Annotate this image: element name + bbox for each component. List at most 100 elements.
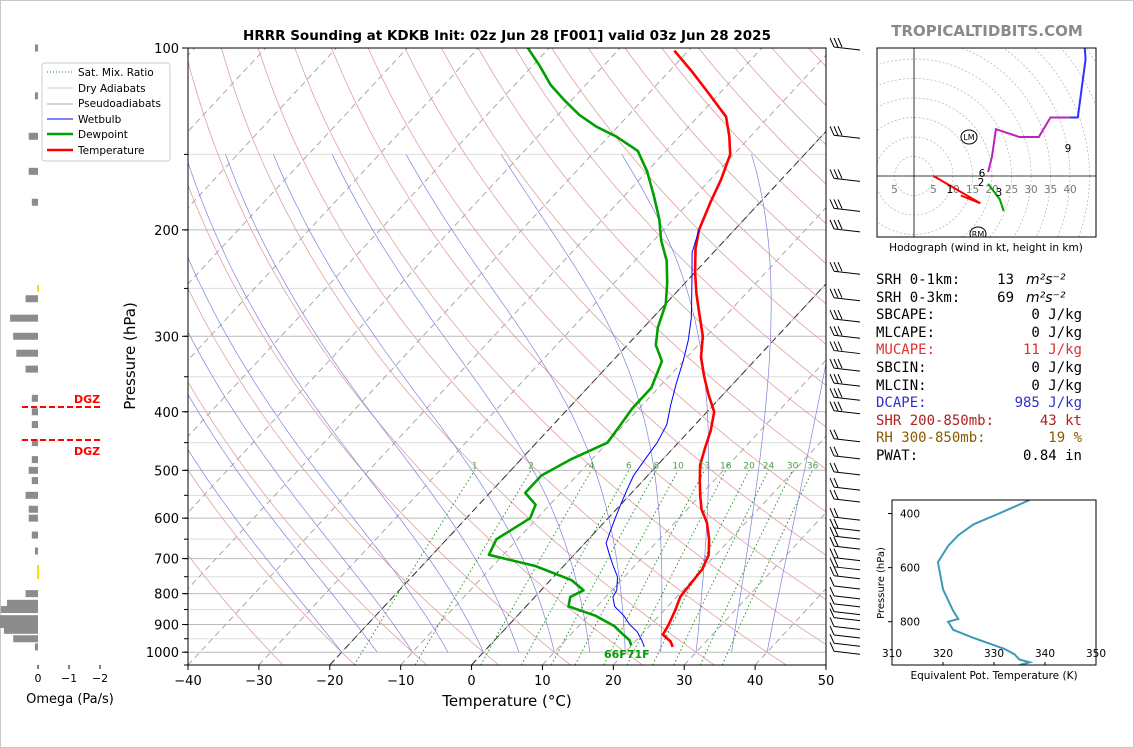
height-label: 3 [996, 187, 1003, 199]
barb-flag [829, 641, 835, 652]
profile-temperature [661, 49, 732, 648]
theta-e-line [936, 500, 1034, 665]
theta-e-ylabel: Pressure (hPa) [876, 547, 887, 619]
hodograph-ring-label: 10 [946, 184, 959, 196]
hodograph-segment [987, 183, 1005, 212]
omega-bar [31, 439, 38, 447]
index-label: SBCIN: [876, 359, 927, 376]
hodograph-frame [876, 47, 1097, 238]
wind-barb [829, 326, 861, 339]
mixing-ratio-label: 2 [528, 461, 534, 471]
wind-barb [829, 261, 861, 275]
moist-adiabat [188, 331, 413, 653]
moist-adiabat [331, 154, 591, 653]
moist-adiabat [188, 449, 342, 653]
omega-bar [25, 365, 38, 373]
index-label: PWAT: [876, 447, 919, 464]
barb-flag [833, 219, 839, 230]
barb-staff [833, 634, 861, 639]
mixing-ratio-line [353, 470, 476, 665]
legend-dry-adiabats: Dry Adiabats [78, 83, 146, 95]
index-row: SHR 200-850mb: 43 kt [876, 413, 1096, 431]
barb-flag [833, 507, 839, 518]
y-tick-label: 200 [154, 224, 179, 239]
hodograph-ring-label: 30 [1024, 184, 1037, 196]
storm-motion-marker [969, 226, 987, 237]
hodograph-ring-label: 15 [966, 184, 979, 196]
y-axis-label: Pressure (hPa) [121, 302, 139, 410]
barb-flag [833, 169, 839, 179]
wind-barb [829, 401, 861, 415]
dry-adiabat [221, 48, 715, 665]
barb-flag [837, 341, 843, 351]
barb-staff [833, 566, 861, 571]
barb-staff [833, 498, 861, 503]
hodograph-ring-label: 35 [1044, 184, 1057, 196]
omega-bar [34, 643, 38, 651]
y-tick-label: 900 [154, 619, 179, 634]
isotherm [258, 54, 826, 665]
mixing-ratio-line [673, 470, 769, 665]
barb-flag [833, 288, 839, 298]
y-tick-label: 700 [154, 553, 179, 568]
dry-adiabat [331, 48, 826, 600]
index-row: SRH 0-3km: 69 m²s⁻² [876, 290, 1096, 308]
barb-flag [829, 634, 835, 644]
barb-staff [833, 575, 861, 580]
theta-y-tick-label: 800 [900, 617, 920, 629]
barb-staff [833, 595, 861, 600]
dgz-label-top: DGZ [74, 393, 100, 406]
barb-flag [833, 199, 839, 209]
hodograph-ring-label: 5 [891, 184, 898, 196]
dry-adiabat [551, 48, 826, 345]
mixing-ratio-label: 16 [720, 461, 732, 471]
theta-e-axes: 310 320 330 340 350 400 600 800 [882, 509, 1106, 665]
barb-staff [833, 410, 861, 415]
dry-adiabat [188, 469, 356, 665]
barb-flag [829, 576, 835, 587]
index-value: 19 % [1048, 430, 1082, 447]
barb-flag [829, 373, 835, 384]
hodograph-segment [1070, 48, 1087, 119]
moist-adiabat [188, 256, 449, 653]
x-tick-label: −20 [316, 674, 343, 689]
barb-flag [829, 536, 835, 547]
barb-flag [829, 608, 835, 618]
isotherm [188, 48, 337, 209]
index-row: RH 300-850mb: 19 % [876, 430, 1096, 448]
wind-barb [829, 625, 861, 639]
y-tick-label: 100 [154, 42, 179, 57]
barb-staff [833, 471, 861, 476]
barb-staff [833, 545, 861, 550]
barb-flag [829, 586, 835, 597]
moist-adiabat [766, 361, 826, 653]
barb-staff [833, 642, 861, 647]
wind-barb [829, 477, 861, 491]
wind-barb [829, 37, 861, 51]
omega-bar [0, 606, 39, 614]
mixing-ratio-label: 8 [653, 461, 659, 471]
barb-flag [829, 518, 835, 529]
omega-marker [37, 285, 39, 292]
wind-barb [829, 548, 861, 562]
skewt-background-lines [188, 48, 826, 665]
omega-bar [13, 635, 38, 643]
theta-y-tick-label: 400 [900, 509, 920, 521]
isotherm [188, 48, 408, 285]
storm-motion-label: RM [972, 230, 985, 239]
index-label: SRH 0-1km: [876, 272, 961, 288]
wind-barb [829, 358, 861, 372]
theta-e-frame [891, 499, 1097, 666]
x-tick-label: 40 [747, 674, 764, 689]
isotherm-emphasis [329, 130, 826, 665]
dry-adiabat [514, 48, 826, 386]
barb-staff [833, 207, 861, 212]
barb-flag [829, 548, 835, 558]
wind-barb [829, 518, 861, 532]
storm-motion-label: LM [963, 133, 974, 142]
barb-flag [837, 37, 843, 48]
barb-staff [833, 527, 861, 532]
index-value: 0 J/kg [1031, 307, 1082, 324]
dry-adiabat [257, 48, 787, 665]
